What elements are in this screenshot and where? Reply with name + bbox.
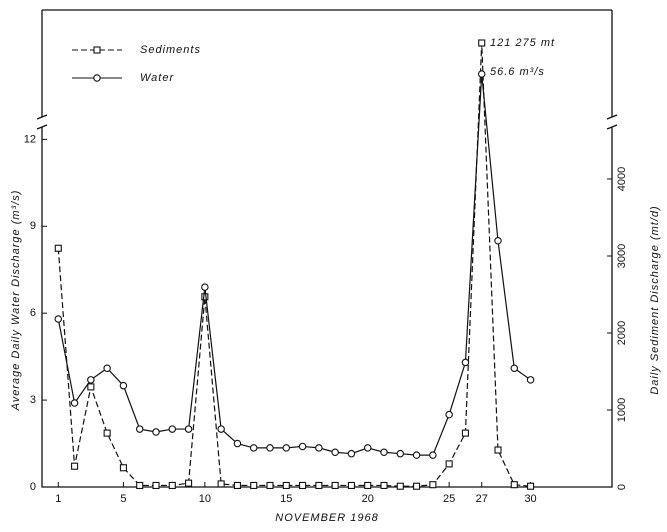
point	[103, 364, 111, 372]
point	[331, 448, 339, 456]
point	[185, 479, 193, 487]
point	[54, 315, 63, 323]
y2-axis-label: Daily Sediment Discharge (mt/d)	[649, 205, 661, 394]
x-tick-label: 5	[120, 493, 126, 505]
axes-box	[41, 9, 613, 488]
y2-tick-label: 2000	[616, 321, 628, 345]
point	[249, 444, 258, 452]
point	[364, 481, 372, 490]
point	[396, 482, 404, 490]
point	[93, 46, 101, 54]
y2-tick-label: 1000	[616, 398, 628, 422]
point	[201, 283, 209, 291]
point	[119, 381, 128, 390]
legend-label: Sediments	[140, 44, 201, 56]
series-line	[57, 73, 531, 456]
x-tick-label: 30	[524, 493, 536, 505]
x-tick-label: 27	[476, 493, 488, 505]
point	[168, 481, 176, 490]
point	[184, 425, 193, 433]
point	[298, 442, 307, 451]
x-tick-label: 10	[199, 493, 211, 505]
series-line	[57, 42, 531, 487]
point	[93, 74, 101, 82]
x-tick-label: 1	[55, 493, 61, 505]
point	[429, 481, 437, 489]
y-tick-label: 6	[30, 307, 36, 319]
point	[266, 481, 274, 490]
point	[233, 439, 242, 448]
point	[70, 399, 79, 407]
point	[347, 481, 355, 490]
point	[429, 451, 437, 459]
point	[299, 481, 307, 490]
point	[380, 481, 388, 490]
point	[135, 425, 144, 433]
point	[136, 481, 144, 490]
point	[380, 448, 388, 456]
point	[461, 429, 469, 437]
point	[445, 410, 453, 419]
point	[233, 481, 241, 490]
point	[266, 444, 274, 452]
point	[494, 237, 502, 245]
y2-tick-label: 4000	[616, 167, 628, 191]
y-tick-label: 9	[30, 220, 36, 232]
x-tick-label: 20	[362, 493, 374, 505]
point	[510, 481, 518, 489]
point	[363, 444, 372, 452]
point	[217, 425, 225, 433]
point	[445, 460, 453, 468]
point	[412, 451, 421, 459]
point	[168, 425, 177, 433]
point	[152, 481, 160, 490]
y-tick-label: 3	[30, 394, 36, 406]
point	[315, 481, 323, 490]
point	[478, 39, 486, 47]
point	[526, 376, 535, 384]
point	[87, 383, 95, 391]
annotation: 121 275 mt	[490, 37, 555, 49]
y-tick-label: 12	[24, 133, 36, 145]
y-axis-label: Average Daily Water Discharge (m³/s)	[10, 190, 22, 412]
point	[494, 446, 502, 454]
point	[315, 444, 323, 452]
point	[396, 449, 405, 458]
x-axis-label: NOVEMBER 1968	[275, 512, 378, 524]
point	[217, 480, 225, 488]
point	[510, 364, 519, 372]
frame	[36, 9, 618, 488]
point	[119, 464, 127, 472]
annotation: 56.6 m³/s	[490, 66, 545, 78]
x-tick-label: 25	[443, 493, 455, 505]
x-tick-label: 15	[280, 493, 292, 505]
point	[201, 293, 209, 301]
y-tick-label: 0	[30, 481, 36, 493]
point	[413, 482, 421, 490]
point	[282, 444, 291, 452]
point	[152, 428, 160, 436]
point	[71, 462, 79, 470]
point	[461, 358, 470, 367]
point	[103, 429, 111, 437]
y2-tick-label: 0	[616, 484, 628, 490]
point	[282, 481, 290, 490]
axis-break	[36, 114, 618, 130]
legend-label: Water	[140, 72, 174, 84]
point	[347, 449, 356, 458]
y2-tick-label: 3000	[616, 244, 628, 268]
point	[54, 244, 62, 252]
point	[331, 481, 339, 490]
point	[87, 376, 95, 384]
point	[250, 481, 258, 490]
point	[527, 482, 535, 490]
point	[477, 70, 486, 78]
